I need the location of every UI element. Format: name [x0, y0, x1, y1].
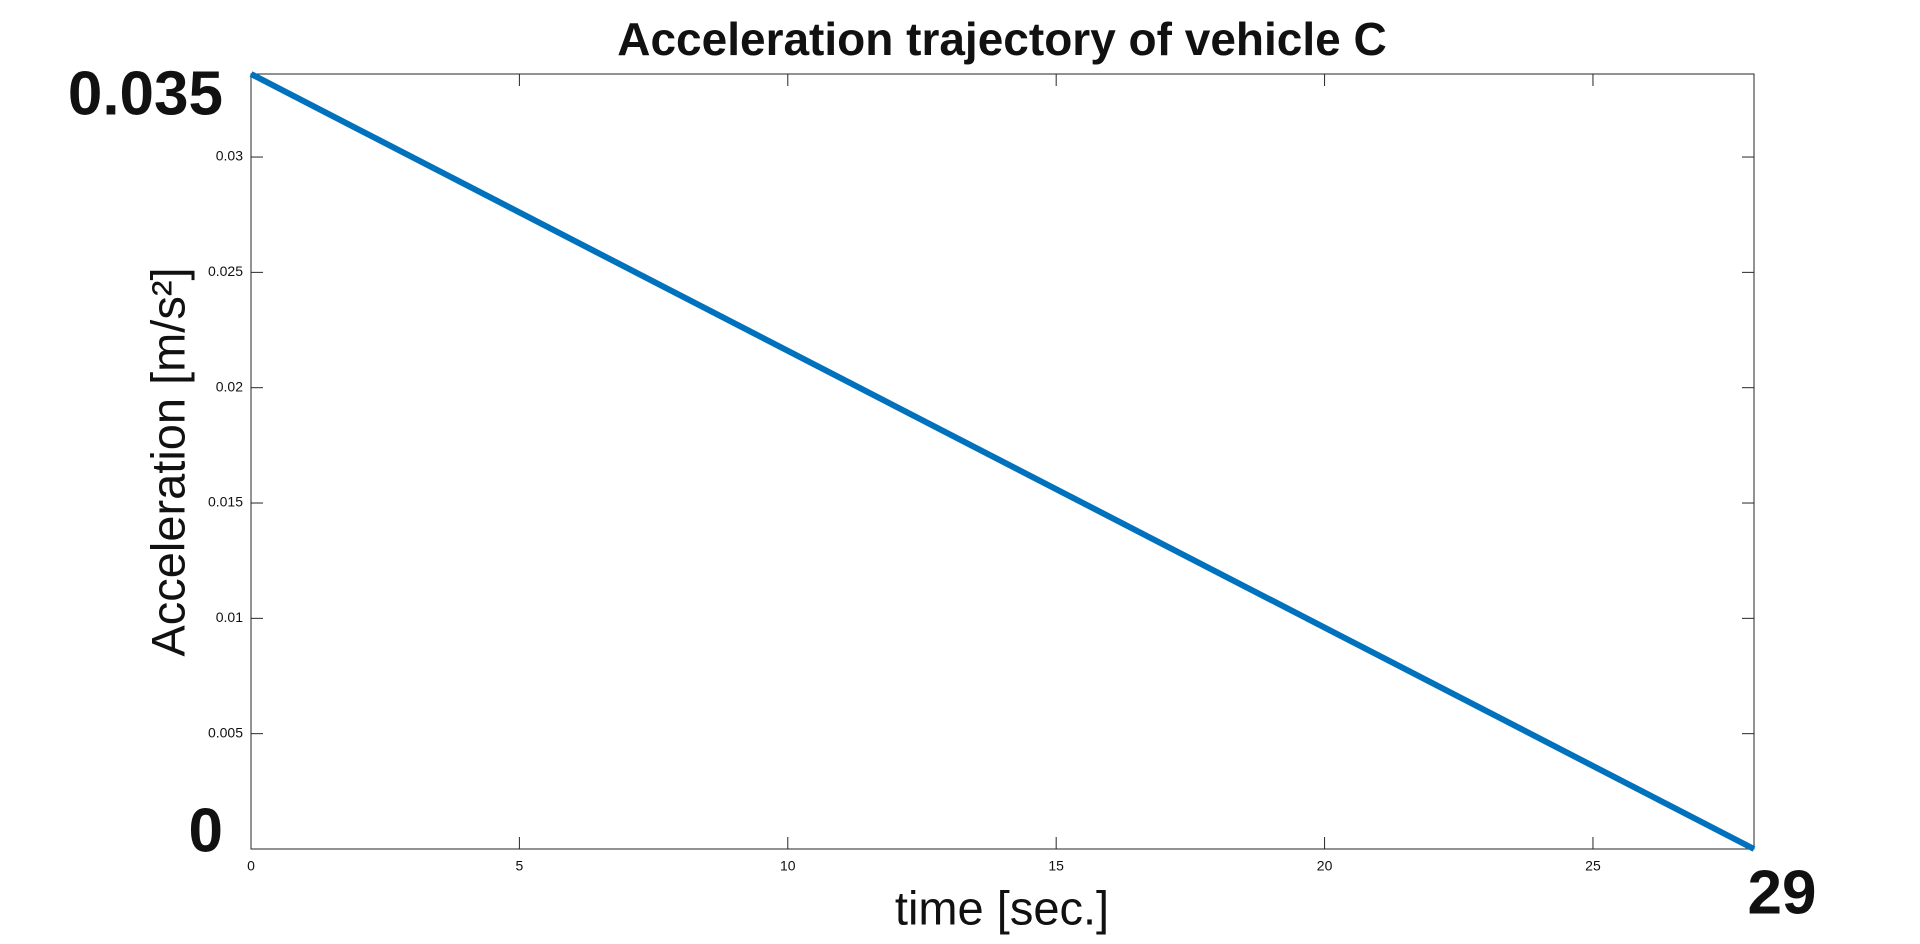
x-tick-label: 20: [1317, 858, 1333, 874]
annotation: 0.035: [68, 59, 223, 128]
data-line: [249, 71, 1756, 852]
annotation: 29: [1748, 858, 1817, 927]
y-tick-label: 0.015: [208, 494, 243, 510]
y-axis-label: Acceleration [m/s²]: [141, 267, 194, 656]
x-tick-label: 25: [1585, 858, 1601, 874]
x-axis-label: time [sec.]: [895, 881, 1109, 934]
chart-title: Acceleration trajectory of vehicle C: [617, 13, 1387, 65]
y-tick-label: 0.01: [216, 609, 243, 625]
plot-area: [250, 73, 1755, 850]
x-tick-label: 0: [247, 858, 255, 874]
annotation: 0: [189, 796, 223, 865]
x-tick-label: 15: [1048, 858, 1064, 874]
y-tick-label: 0.005: [208, 724, 243, 740]
x-tick-label: 5: [515, 858, 523, 874]
y-tick-label: 0.02: [216, 378, 243, 394]
x-tick-label: 10: [780, 858, 796, 874]
y-tick-label: 0.025: [208, 263, 243, 279]
y-tick-label: 0.03: [216, 148, 243, 164]
